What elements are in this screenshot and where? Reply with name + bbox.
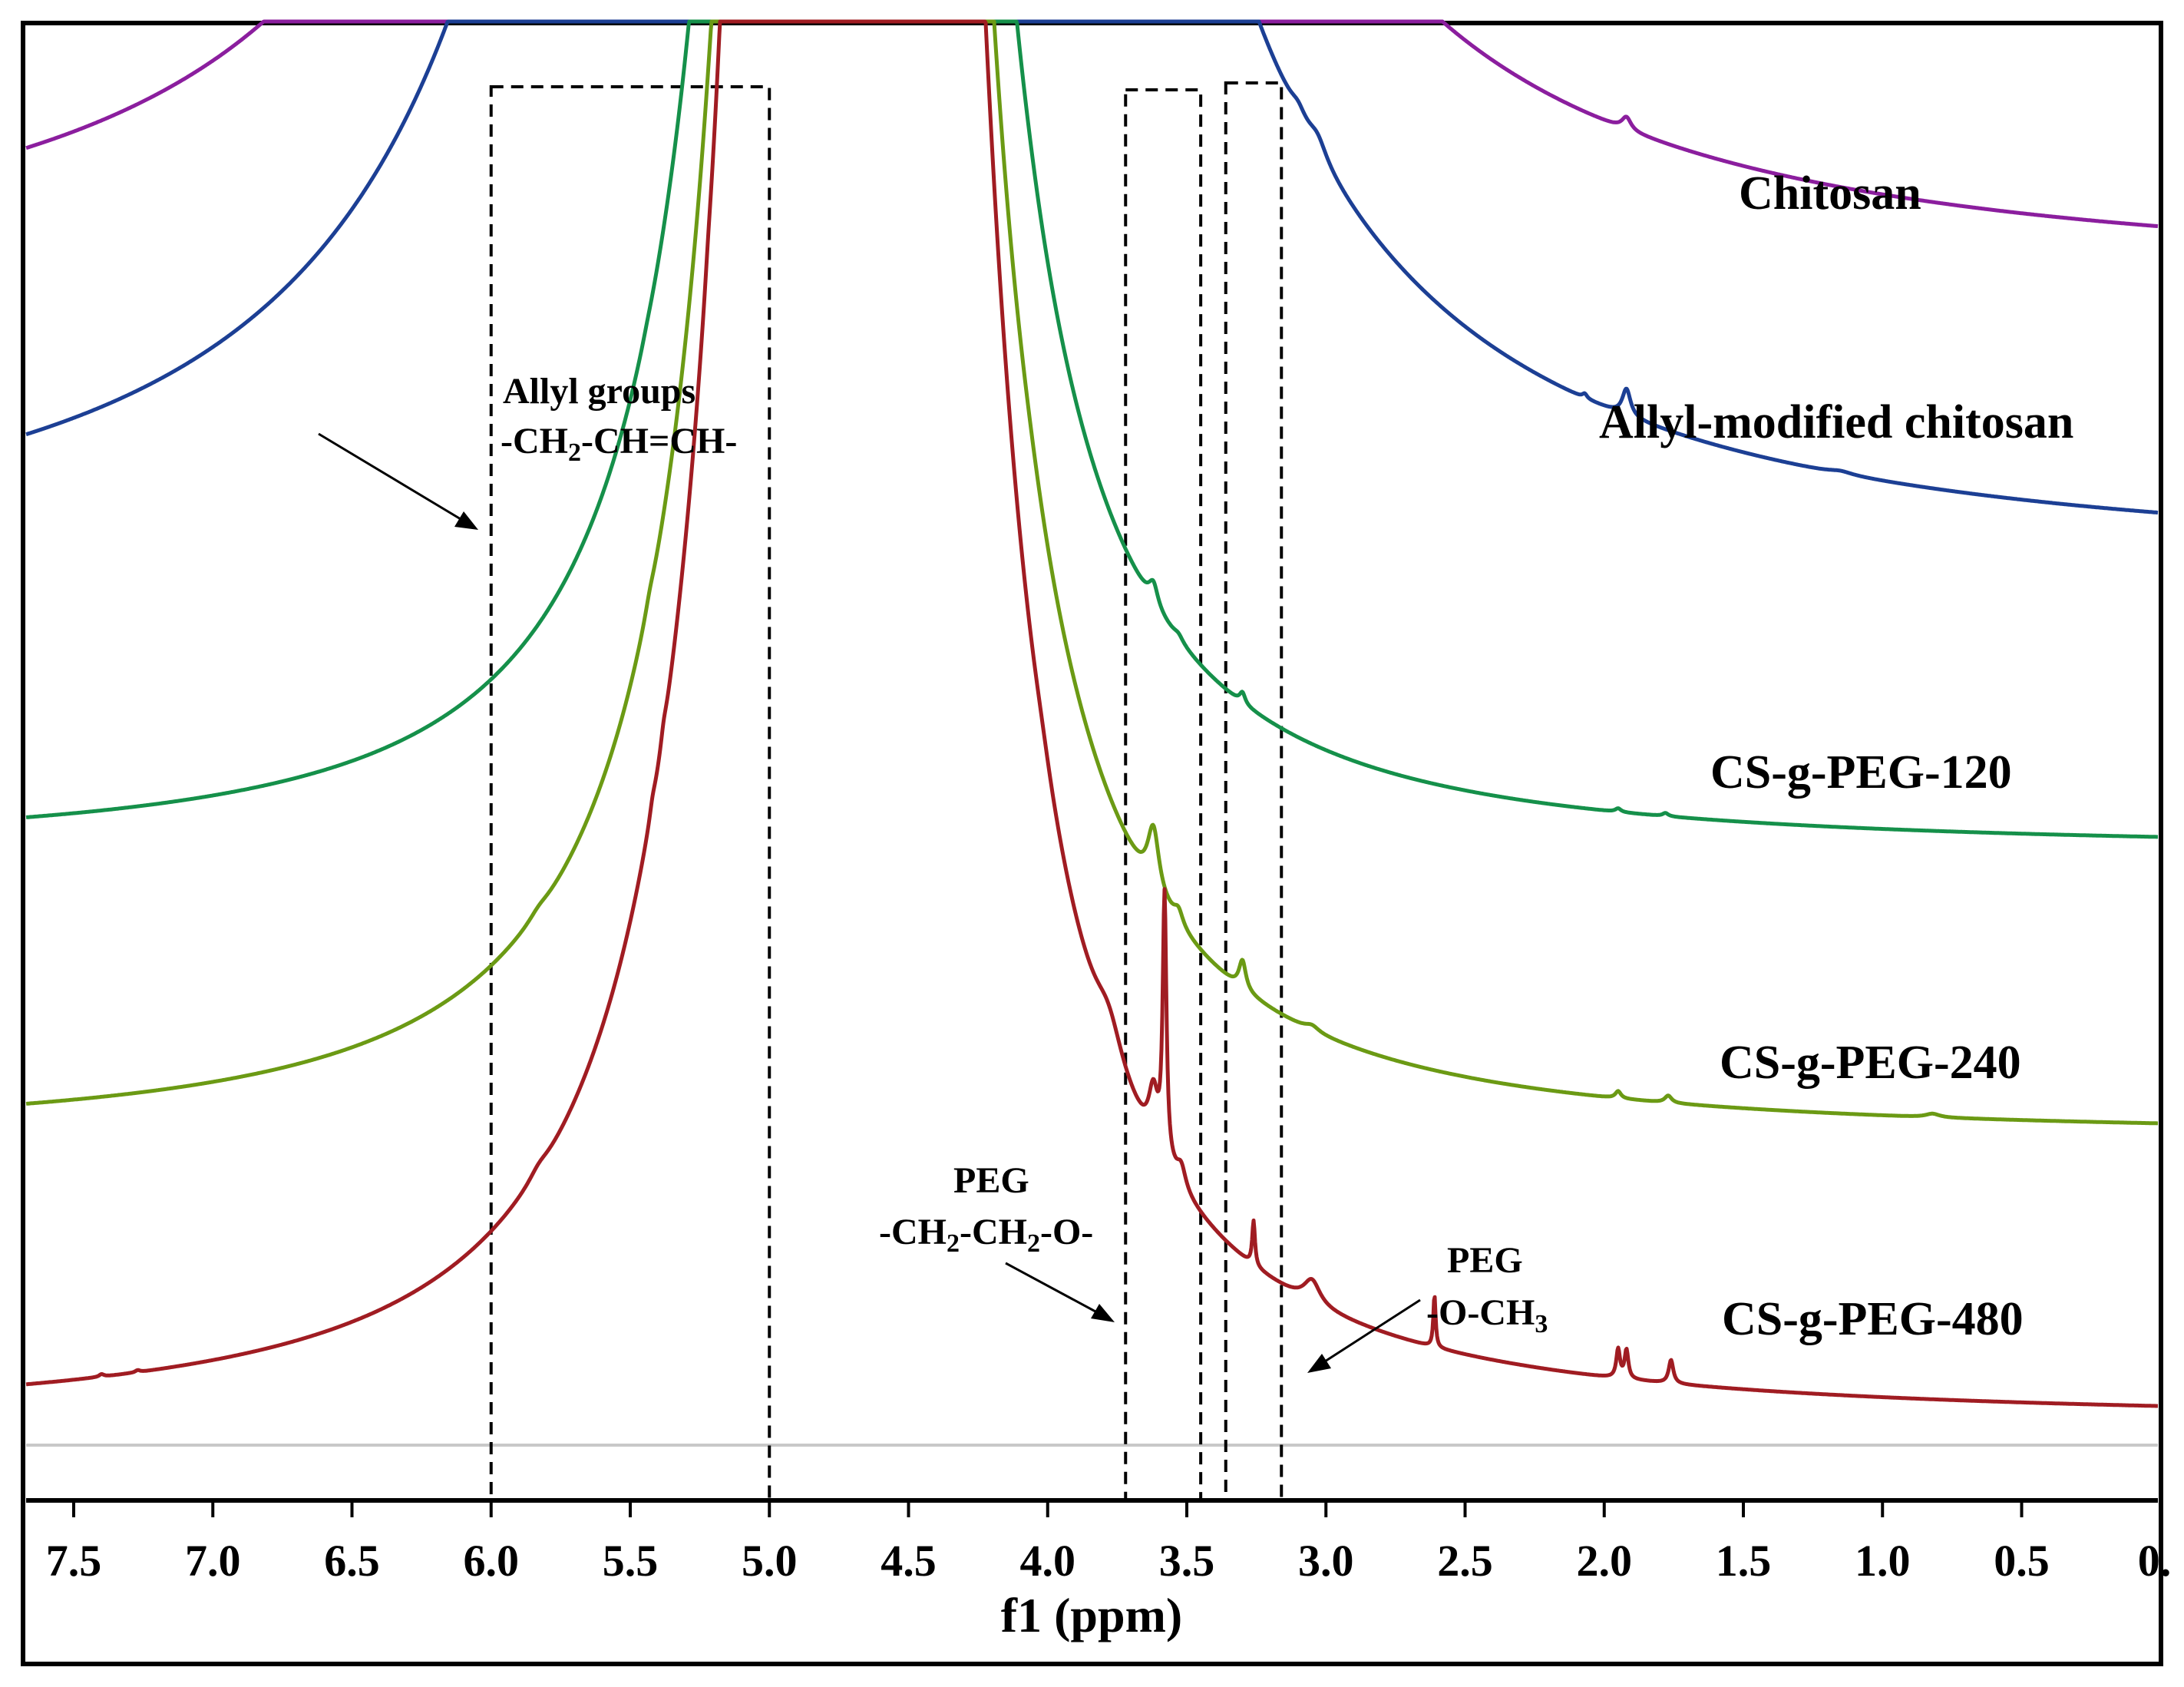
x-tick-label: 2.0 <box>1577 1536 1633 1586</box>
x-axis-title: f1 (ppm) <box>1001 1588 1182 1642</box>
series-label-cs-g-peg-240: CS-g-PEG-240 <box>1720 1037 2021 1089</box>
annotation-peg-ch2-arrowhead <box>1091 1304 1115 1322</box>
x-tick-label: 7.0 <box>185 1536 241 1586</box>
spectrum-cs-g-peg-120 <box>25 19 2159 839</box>
x-tick-label: 1.5 <box>1716 1536 1772 1586</box>
annotation-allyl-formula: -CH2-CH=CH- <box>501 421 737 467</box>
x-tick-label: 2.5 <box>1437 1536 1493 1586</box>
annotation-peg-och3-arrow <box>1316 1298 1421 1368</box>
annotation-allyl-arrowhead <box>454 511 478 530</box>
x-tick-label: 6.5 <box>324 1536 380 1586</box>
x-tick-label: 5.5 <box>603 1536 659 1586</box>
x-tick-label: 4.5 <box>881 1536 937 1586</box>
annotation-peg-ch2-arrow <box>1005 1262 1106 1318</box>
highlight-boxes <box>489 81 1284 1502</box>
figure-frame <box>21 21 2163 1666</box>
series-label-chitosan: Chitosan <box>1739 167 1921 220</box>
annotation-peg-ch2-formula: -CH2-CH2-O- <box>879 1212 1093 1258</box>
spectrum-cs-g-peg-240 <box>25 19 2159 1126</box>
spectra-group <box>25 19 2159 1408</box>
x-tick-label: 5.0 <box>742 1536 798 1586</box>
highlight-box-allyl-region <box>489 85 772 1502</box>
x-tick-label: 3.5 <box>1159 1536 1215 1586</box>
x-tick-label: 4.0 <box>1020 1536 1076 1586</box>
x-tick-label: 1.0 <box>1855 1536 1911 1586</box>
x-tick-label: 6.0 <box>464 1536 520 1586</box>
annotation-peg-och3-arrowhead <box>1307 1354 1331 1373</box>
spectrum-cs-g-peg-480 <box>25 19 2159 1408</box>
highlight-box-peg-och3-region <box>1224 81 1284 1502</box>
x-tick-label: 3.0 <box>1298 1536 1354 1586</box>
x-tick-label: 7.5 <box>46 1536 102 1586</box>
x-tick-label: 0.5 <box>1994 1536 2050 1586</box>
annotation-allyl-arrow <box>318 432 469 525</box>
annotation-allyl-title: Allyl groups <box>503 371 696 412</box>
spectrum-allyl-modified-chitosan <box>25 19 2159 515</box>
series-label-allyl-modified-chitosan: Allyl-modified chitosan <box>1599 396 2073 448</box>
x-axis-ticks: 7.5 7.0 6.5 6.0 5.5 5.0 4.5 4.0 3.5 3.0 2.5 2.0 1.5 1… <box>46 1500 2172 1586</box>
annotation-peg-och3-formula: -O-CH3 <box>1426 1292 1548 1338</box>
series-label-cs-g-peg-480: CS-g-PEG-480 <box>1722 1293 2024 1345</box>
series-label-cs-g-peg-120: CS-g-PEG-120 <box>1710 746 2012 799</box>
highlight-box-peg-ch2-region <box>1124 88 1203 1502</box>
annotation-peg-ch2-title: PEG <box>953 1160 1029 1201</box>
x-tick-label: 0. <box>2138 1536 2172 1586</box>
annotation-peg-och3-title: PEG <box>1447 1240 1523 1281</box>
